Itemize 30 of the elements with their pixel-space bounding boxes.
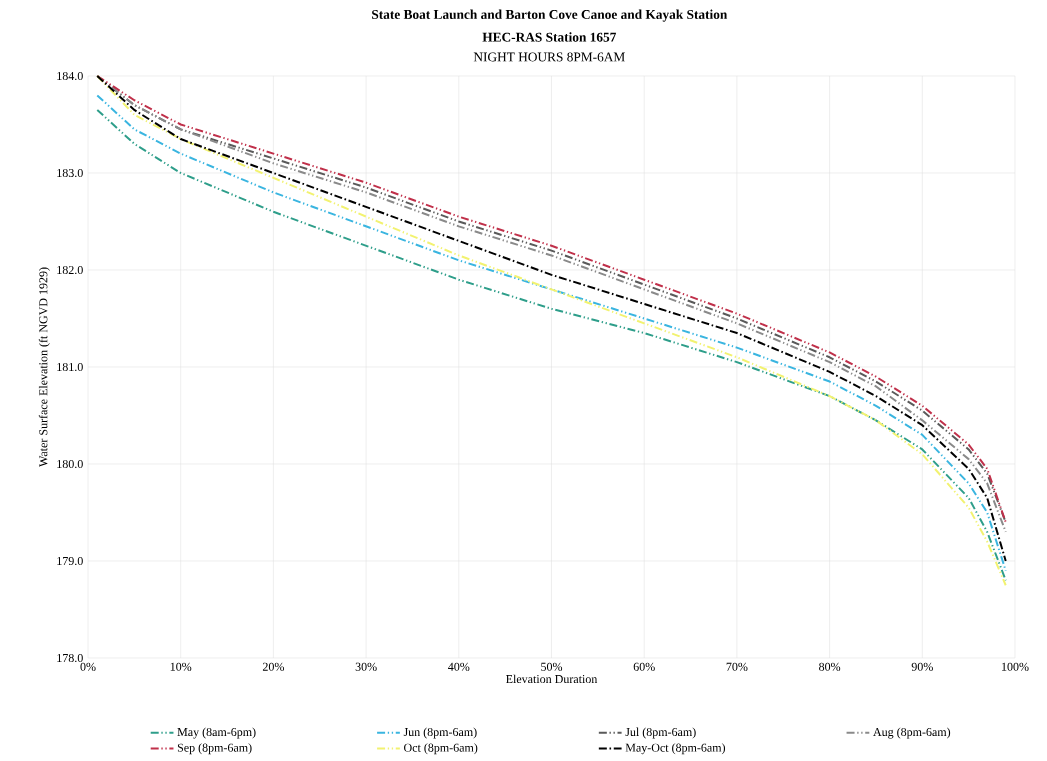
- x-tick-label: 40%: [448, 662, 470, 671]
- x-tick-label: 60%: [633, 662, 655, 671]
- text: NIGHT HOURS 8PM-6AM: [473, 52, 625, 62]
- y-tick-label: 182.0: [57, 265, 83, 275]
- legend-label: Jul (8pm-6am): [625, 727, 696, 739]
- legend-label: Oct (8pm-6am): [404, 743, 478, 755]
- x-tick-label: 100%: [1002, 662, 1029, 671]
- legend-label: Sep (8pm-6am): [177, 743, 252, 755]
- x-tick-label: 0%: [80, 662, 96, 671]
- y-tick-label: 183.0: [57, 168, 83, 178]
- chart-title: State Boat Launch and Barton Cove Canoe and Kayak Station: [372, 9, 728, 22]
- legend-label: Jun (8pm-6am): [403, 727, 477, 739]
- y-tick-label: 179.0: [57, 556, 83, 566]
- legend-label: May-Oct (8pm-6am): [625, 743, 726, 755]
- x-tick-label: 30%: [355, 662, 377, 671]
- x-tick-label: 80%: [819, 662, 841, 671]
- x-tick-label: 10%: [170, 662, 192, 671]
- y-axis-title: Water Surface Elevation (ft NGVD 1929): [38, 267, 50, 467]
- y-tick-label: 178.0: [57, 653, 83, 663]
- legend-label: May (8am-6pm): [177, 727, 256, 739]
- x-tick-label: 50%: [541, 662, 563, 671]
- y-tick-label: 181.0: [57, 362, 83, 372]
- x-tick-label: 90%: [911, 662, 933, 671]
- x-tick-label: 70%: [726, 662, 748, 671]
- chart-subtitle: HEC-RAS Station 1657: [482, 32, 617, 42]
- x-axis-title: Elevation Duration: [506, 674, 598, 684]
- x-tick-label: 20%: [262, 662, 284, 671]
- y-tick-label: 184.0: [57, 71, 83, 81]
- y-tick-label: 180.0: [57, 459, 83, 469]
- legend-label: Aug (8pm-6am): [873, 727, 951, 739]
